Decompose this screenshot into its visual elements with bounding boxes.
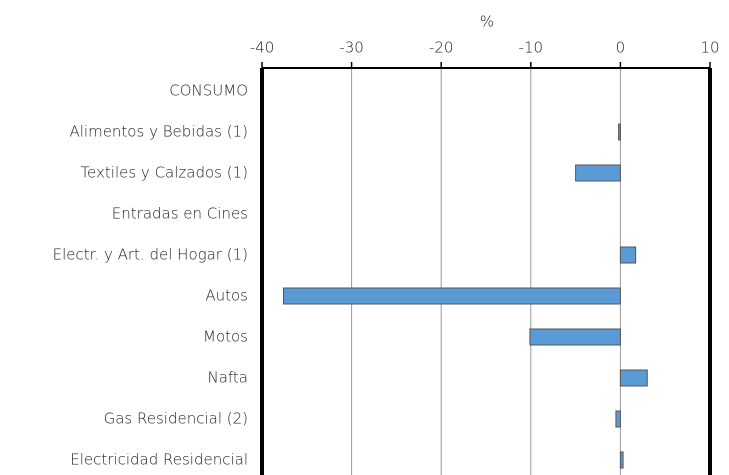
bar — [619, 369, 648, 387]
bar — [619, 451, 624, 469]
bar — [618, 123, 621, 141]
y-tick-label: Electricidad Residencial — [70, 451, 248, 469]
y-tick-label: Alimentos y Bebidas (1) — [69, 123, 248, 141]
bar — [529, 328, 621, 346]
x-tick-label: 0 — [616, 39, 626, 57]
x-tick-label: -10 — [519, 39, 544, 57]
y-tick-label: Motos — [203, 328, 248, 346]
bar — [575, 164, 621, 182]
y-tick-label: Nafta — [207, 369, 248, 387]
x-tick-label: -20 — [429, 39, 454, 57]
y-tick-label: Autos — [205, 287, 248, 305]
y-tick-label: Entradas en Cines — [112, 205, 248, 223]
bar — [619, 246, 637, 264]
y-tick-label: Gas Residencial (2) — [104, 410, 248, 428]
x-tick-label: -40 — [250, 39, 275, 57]
x-tick-label: -30 — [339, 39, 364, 57]
y-tick-label: CONSUMO — [169, 82, 248, 100]
bar — [283, 287, 621, 305]
bar — [615, 410, 621, 428]
y-tick-label: Electr. y Art. del Hogar (1) — [53, 246, 248, 264]
x-tick-label: 10 — [700, 39, 719, 57]
axis-label: % — [480, 13, 494, 31]
y-tick-label: Textiles y Calzados (1) — [80, 164, 248, 182]
